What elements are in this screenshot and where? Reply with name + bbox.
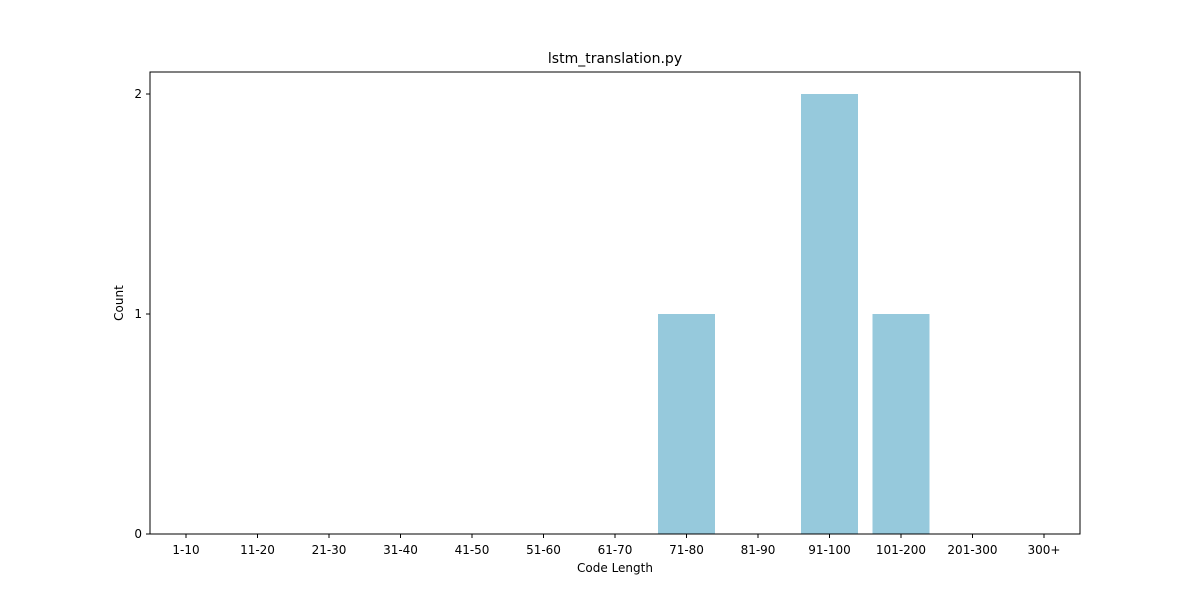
x-tick-label: 21-30 — [312, 543, 347, 557]
bar-91-100 — [801, 94, 858, 534]
x-axis-label: Code Length — [577, 561, 653, 575]
x-tick-label: 11-20 — [240, 543, 275, 557]
y-axis-ticks: 0 1 2 — [134, 87, 150, 541]
x-tick-label: 41-50 — [455, 543, 490, 557]
x-tick-label: 1-10 — [172, 543, 199, 557]
bars-group — [658, 94, 930, 534]
y-tick-label: 0 — [134, 527, 142, 541]
x-tick-label: 91-100 — [808, 543, 851, 557]
x-axis-ticks: 1-10 11-20 21-30 31-40 41-50 51-60 61-70 71-80 8… — [172, 534, 1060, 557]
bar-101-200 — [872, 314, 930, 534]
x-tick-label: 71-80 — [669, 543, 704, 557]
x-tick-label: 61-70 — [598, 543, 633, 557]
plot-frame — [149, 71, 1081, 535]
y-tick-label: 2 — [134, 87, 142, 101]
y-tick-label: 1 — [134, 307, 142, 321]
chart-title: lstm_translation.py — [548, 51, 682, 67]
x-tick-label: 201-300 — [947, 543, 997, 557]
x-tick-label: 300+ — [1028, 543, 1061, 557]
bar-71-80 — [658, 314, 715, 534]
x-tick-label: 31-40 — [383, 543, 418, 557]
x-tick-label: 101-200 — [876, 543, 926, 557]
x-tick-label: 81-90 — [741, 543, 776, 557]
x-tick-label: 51-60 — [526, 543, 561, 557]
y-axis-label: Count — [112, 285, 126, 321]
